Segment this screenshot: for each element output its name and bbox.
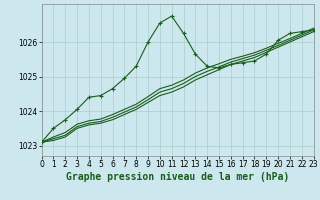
X-axis label: Graphe pression niveau de la mer (hPa): Graphe pression niveau de la mer (hPa) <box>66 172 289 182</box>
